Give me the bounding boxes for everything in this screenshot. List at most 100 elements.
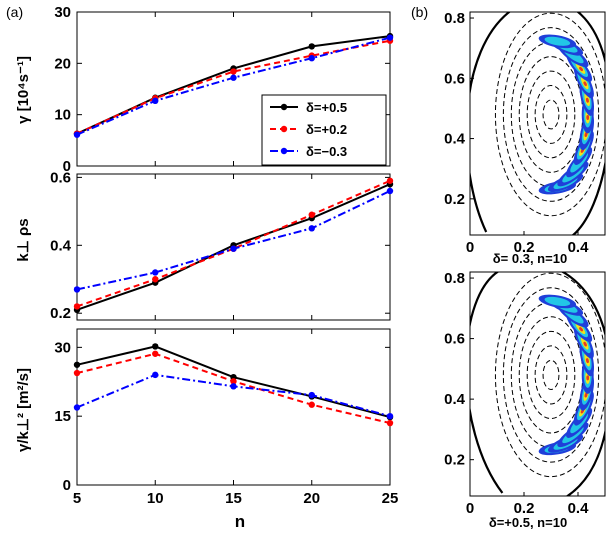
x-tick-label: 25 bbox=[382, 490, 399, 507]
mode-blob-max bbox=[579, 327, 583, 332]
data-point bbox=[73, 361, 81, 368]
y-tick-label: 30 bbox=[54, 4, 71, 21]
contour-panel-top: 0.2 0.4 0.6 0.8 0 0.2 0.4 bbox=[444, 10, 606, 256]
mode-blob-max bbox=[586, 114, 590, 120]
flux-surface bbox=[526, 330, 576, 420]
y-tick-label: 0.6 bbox=[444, 70, 465, 87]
y-tick-label: 0.2 bbox=[444, 452, 465, 469]
x-tick-label: 0.2 bbox=[514, 239, 535, 256]
mode-blob-max bbox=[584, 392, 588, 398]
legend-marker-1 bbox=[280, 103, 288, 111]
flux-surface bbox=[534, 85, 568, 144]
y-tick-label: 20 bbox=[54, 55, 71, 72]
x-tick-label: 15 bbox=[225, 490, 242, 507]
legend-label-3: δ=−0.3 bbox=[306, 144, 347, 159]
contour-area bbox=[470, 12, 605, 235]
contour-area bbox=[470, 272, 605, 496]
x-tick-label: 20 bbox=[303, 490, 320, 507]
line-panel-1: 0 10 20 30 bbox=[54, 4, 394, 175]
flux-surface bbox=[502, 27, 600, 202]
y-tick-label: 0.6 bbox=[50, 169, 71, 186]
plot-frame bbox=[76, 328, 391, 486]
y-tick-label: 0.8 bbox=[444, 270, 465, 287]
data-point bbox=[308, 211, 315, 218]
y-tick-label: 15 bbox=[54, 408, 71, 425]
data-point bbox=[152, 276, 159, 283]
flux-surface bbox=[494, 272, 605, 478]
data-point bbox=[152, 371, 159, 379]
x-tick-label: 0.4 bbox=[568, 500, 590, 517]
data-point bbox=[308, 391, 315, 399]
y-tick-label: 0.6 bbox=[444, 331, 465, 348]
data-point bbox=[230, 378, 237, 385]
x-tick-label: 0.2 bbox=[514, 500, 535, 517]
y-tick-label: 0.4 bbox=[444, 131, 466, 148]
mode-blob-max bbox=[583, 81, 587, 87]
flux-surface bbox=[542, 359, 560, 390]
flux-surface bbox=[542, 99, 560, 130]
data-point bbox=[308, 225, 315, 232]
ylabel-growth-rate: γ [10⁴s⁻¹] bbox=[15, 56, 32, 124]
data-point bbox=[230, 383, 237, 390]
line-panel-2: 0.2 0.4 0.6 bbox=[50, 169, 394, 322]
flux-surface bbox=[526, 70, 576, 159]
data-point bbox=[73, 303, 81, 310]
x-tick-label: 0 bbox=[466, 239, 474, 256]
separatrix bbox=[470, 12, 605, 235]
legend-label-1: δ=+0.5 bbox=[306, 100, 347, 115]
contour-caption-top: δ= 0.3, n=10 bbox=[493, 251, 567, 266]
flux-surface bbox=[502, 287, 600, 463]
legend-label-2: δ=+0.2 bbox=[306, 122, 347, 137]
y-tick-label: 0 bbox=[63, 477, 71, 494]
series-line-2 bbox=[76, 179, 391, 308]
data-point bbox=[152, 343, 159, 350]
contour-panel-bottom: 0.2 0.4 0.6 0.8 0 0.2 0.4 bbox=[444, 270, 606, 517]
data-point bbox=[152, 97, 159, 105]
contour-frame bbox=[469, 271, 606, 497]
series-line-3 bbox=[76, 190, 391, 291]
data-point bbox=[73, 286, 81, 293]
ylabel-diffusivity: γ/k⊥² [m²/s] bbox=[15, 368, 32, 452]
x-tick-label: 0 bbox=[466, 500, 474, 517]
mode-blob-max bbox=[585, 97, 589, 103]
flux-surface bbox=[494, 12, 605, 217]
data-point bbox=[386, 187, 394, 195]
panel-label-a: (a) bbox=[6, 4, 23, 20]
data-point bbox=[230, 68, 237, 75]
legend-marker-2 bbox=[280, 125, 288, 133]
x-tick-label: 0.4 bbox=[568, 239, 590, 256]
xlabel-n: n bbox=[235, 512, 245, 531]
y-tick-label: 0.2 bbox=[444, 191, 465, 208]
panel-label-b: (b) bbox=[411, 4, 428, 20]
flux-surface bbox=[534, 345, 568, 405]
data-point bbox=[230, 245, 237, 252]
flux-surface bbox=[518, 56, 584, 173]
data-point bbox=[152, 350, 159, 357]
y-tick-label: 30 bbox=[54, 339, 71, 356]
mode-blob-core bbox=[544, 36, 571, 46]
y-tick-label: 0 bbox=[63, 158, 71, 175]
mode-blob-max bbox=[579, 66, 583, 72]
mode-blob-core bbox=[544, 296, 571, 306]
legend: δ=+0.5 δ=+0.2 δ=−0.3 bbox=[261, 94, 387, 166]
data-point bbox=[230, 74, 237, 81]
data-point bbox=[73, 404, 81, 411]
y-tick-label: 0.4 bbox=[50, 237, 72, 254]
mode-blob-max bbox=[586, 375, 590, 381]
mode-blob-max bbox=[584, 132, 588, 137]
data-point bbox=[386, 177, 394, 184]
data-point bbox=[308, 55, 315, 62]
data-point bbox=[152, 269, 159, 276]
legend-marker-3 bbox=[280, 147, 288, 155]
x-tick-label: 10 bbox=[147, 490, 164, 507]
x-tick-label: 5 bbox=[73, 490, 81, 507]
data-point bbox=[386, 419, 394, 427]
y-tick-label: 0.8 bbox=[444, 10, 465, 27]
data-point bbox=[73, 369, 81, 377]
mode-blob-max bbox=[585, 358, 589, 364]
mode-blob-max bbox=[583, 341, 587, 347]
line-panel-3: 0 15 30 5 10 15 20 25 bbox=[54, 328, 399, 507]
contour-caption-bottom: δ=+0.5, n=10 bbox=[489, 515, 567, 530]
contour-frame bbox=[469, 11, 606, 236]
data-point bbox=[386, 34, 394, 41]
